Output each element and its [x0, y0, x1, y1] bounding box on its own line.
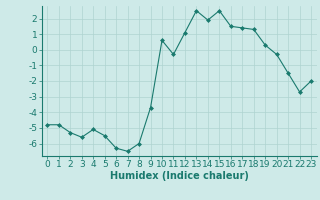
X-axis label: Humidex (Indice chaleur): Humidex (Indice chaleur) [110, 171, 249, 181]
